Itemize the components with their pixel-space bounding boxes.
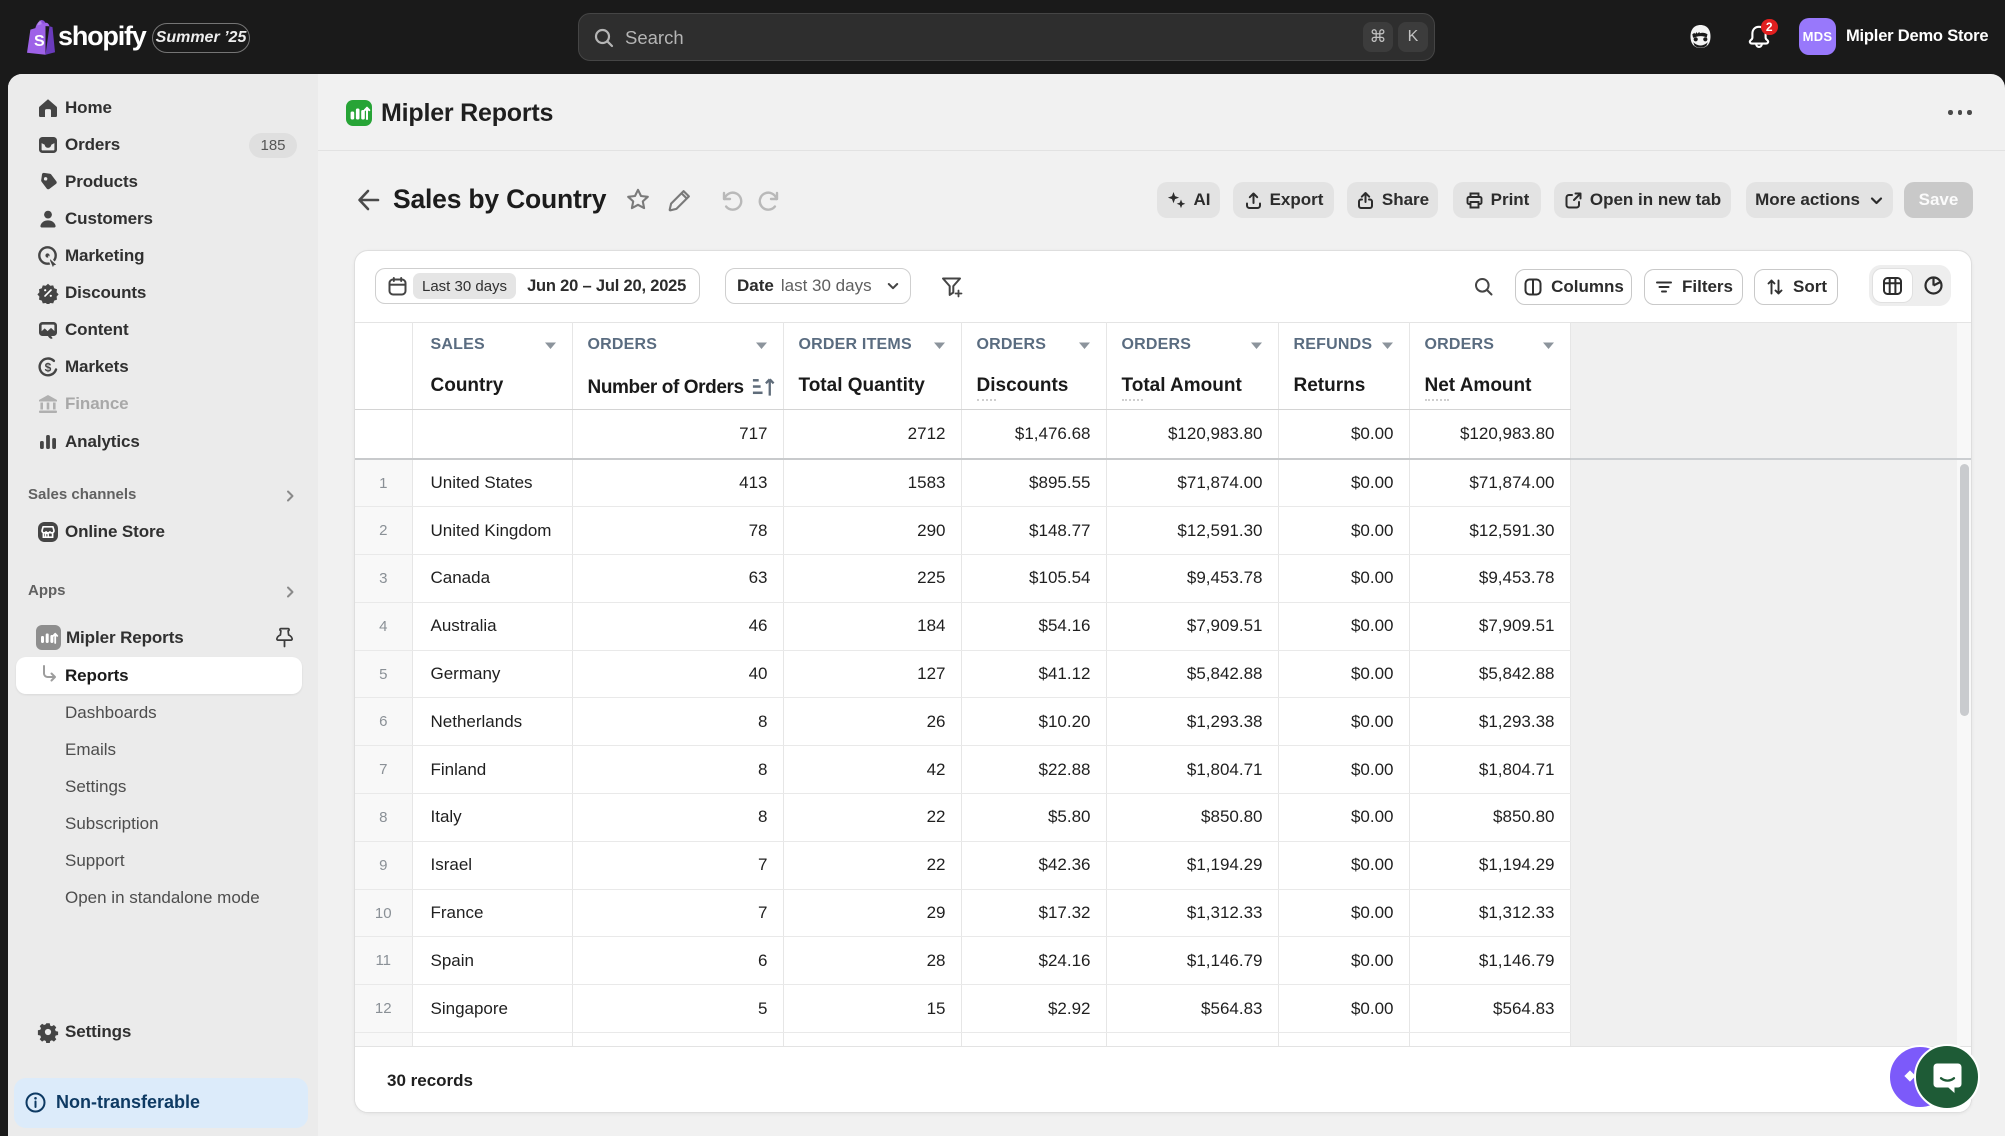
svg-text:S: S xyxy=(34,33,45,50)
svg-text:$: $ xyxy=(45,361,52,375)
